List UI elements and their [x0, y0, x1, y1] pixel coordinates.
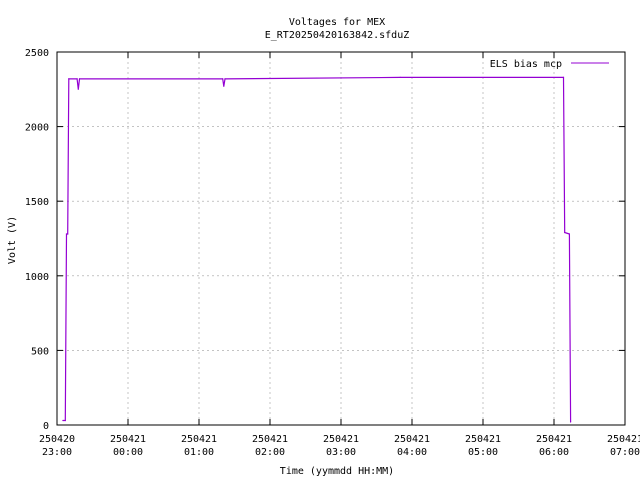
data-point: [64, 419, 66, 422]
data-point: [568, 233, 571, 235]
grid-lines: [57, 52, 625, 425]
y-axis-label: Volt (V): [7, 216, 18, 264]
x-tick-label-time: 06:00: [539, 447, 569, 458]
plot-frame: [56, 51, 626, 426]
chart-title: Voltages for MEX: [289, 17, 385, 28]
data-point: [65, 233, 68, 235]
x-tick-label-date: 250421: [465, 434, 501, 445]
data-point: [570, 421, 572, 423]
series-layer: [62, 76, 572, 423]
chart-subtitle: E_RT20250420163842.sfduZ: [265, 30, 410, 41]
data-point: [78, 78, 81, 80]
y-tick-label: 1000: [25, 272, 49, 283]
y-tick-label: 2000: [25, 123, 49, 134]
data-point: [564, 231, 566, 234]
x-tick-label-time: 04:00: [397, 447, 427, 458]
data-point: [399, 76, 401, 78]
x-tick-label-time: 07:00: [610, 447, 640, 458]
legend-label: ELS bias mcp: [490, 59, 562, 70]
axis-ticks: 0 500 1000 1500 2000 2500 250420 23:00 250421 00:…: [25, 48, 640, 458]
data-point: [223, 85, 225, 87]
x-tick-label-date: 250421: [536, 434, 572, 445]
legend: ELS bias mcp: [490, 59, 609, 70]
data-point: [68, 78, 70, 80]
x-tick-label-time: 00:00: [113, 447, 143, 458]
x-tick-label-date: 250421: [252, 434, 288, 445]
x-tick-label-time: 01:00: [184, 447, 214, 458]
data-point: [224, 78, 226, 80]
x-tick-label-time: 03:00: [326, 447, 356, 458]
x-tick-label-date: 250421: [394, 434, 430, 445]
x-tick-label-date: 250421: [323, 434, 359, 445]
data-point: [62, 419, 64, 422]
x-axis-label: Time (yymmdd HH:MM): [280, 466, 394, 477]
x-tick-label-time: 23:00: [42, 447, 72, 458]
data-point: [76, 78, 78, 80]
y-tick-label: 1500: [25, 197, 49, 208]
data-point: [222, 78, 224, 80]
x-tick-label-date: 250421: [607, 434, 640, 445]
x-tick-label-time: 05:00: [468, 447, 498, 458]
data-point: [77, 88, 79, 90]
y-tick-label: 2500: [25, 48, 49, 59]
y-tick-label: 500: [31, 346, 49, 357]
data-point: [67, 233, 69, 235]
x-tick-label-date: 250421: [181, 434, 217, 445]
x-tick-label-date: 250420: [39, 434, 75, 445]
x-tick-label-time: 02:00: [255, 447, 285, 458]
data-point: [562, 76, 565, 78]
y-tick-label: 0: [43, 421, 49, 432]
x-tick-label-date: 250421: [110, 434, 146, 445]
